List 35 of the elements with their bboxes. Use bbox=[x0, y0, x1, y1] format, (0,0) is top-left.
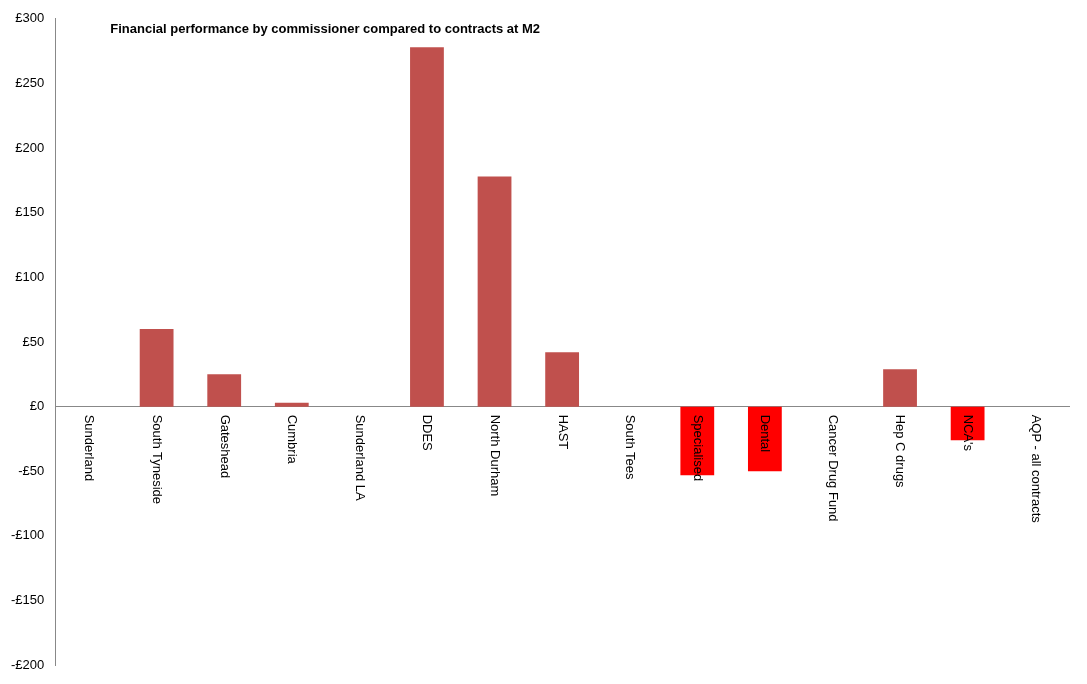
y-tick-label: £0 bbox=[29, 398, 45, 414]
chart-title: Financial performance by commissioner compared to contracts at M2 bbox=[110, 20, 541, 36]
bar bbox=[545, 352, 580, 407]
x-tick-label: Specialised bbox=[690, 414, 706, 482]
x-tick-label: Sunderland bbox=[82, 414, 98, 482]
x-tick-label: Gateshead bbox=[217, 414, 233, 479]
y-tick-label: £200 bbox=[15, 139, 45, 155]
x-tick-label: DDES bbox=[420, 414, 436, 452]
x-tick-label: Cumbria bbox=[285, 414, 301, 465]
bar bbox=[410, 47, 444, 407]
y-tick-label: £150 bbox=[15, 204, 45, 220]
x-tick-label: South Tyneside bbox=[150, 414, 166, 505]
bar bbox=[883, 369, 917, 407]
y-tick-label: -£200 bbox=[11, 656, 45, 672]
y-tick-label: -£100 bbox=[11, 527, 45, 543]
x-tick-label: South Tees bbox=[623, 414, 639, 480]
bar bbox=[747, 406, 782, 472]
x-tick-label: NCA's bbox=[961, 414, 977, 452]
bar bbox=[139, 329, 174, 407]
bar bbox=[274, 402, 309, 407]
x-tick-label: Cancer Drug Fund bbox=[825, 414, 841, 522]
x-tick-label: Dental bbox=[758, 414, 774, 453]
y-tick-label: -£150 bbox=[11, 592, 45, 608]
x-tick-label: Hep C drugs bbox=[893, 414, 909, 489]
bar bbox=[207, 374, 242, 407]
y-tick-label: £50 bbox=[22, 333, 45, 349]
y-tick-label: £250 bbox=[15, 75, 45, 91]
y-tick-label: £100 bbox=[15, 268, 45, 284]
y-tick-label: -£50 bbox=[18, 462, 45, 478]
x-tick-label: Sunderland LA bbox=[352, 414, 368, 501]
x-tick-label: North Durham bbox=[487, 414, 503, 497]
x-tick-label: HAST bbox=[555, 414, 571, 450]
bar bbox=[477, 176, 512, 407]
y-tick-label: £300 bbox=[15, 10, 45, 26]
x-tick-label: AQP - all contracts bbox=[1028, 414, 1044, 524]
